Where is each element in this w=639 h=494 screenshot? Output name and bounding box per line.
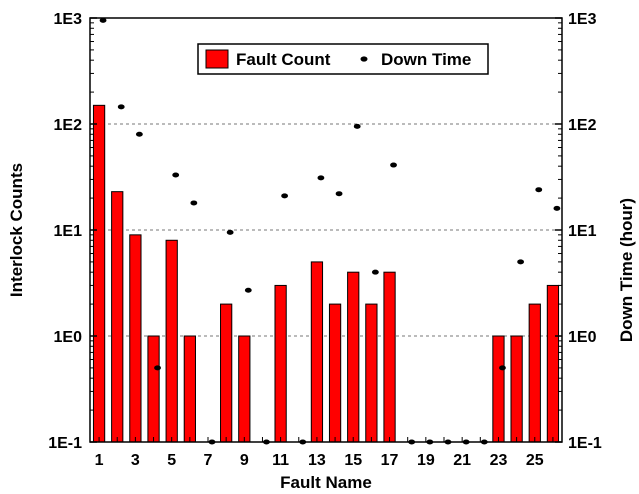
fault-count-bar bbox=[492, 335, 505, 443]
down-time-point bbox=[172, 172, 180, 178]
y2-tick-label: 1E0 bbox=[568, 329, 597, 346]
y2-axis-title: Down Time (hour) bbox=[617, 198, 636, 342]
y2-tick-label: 1E-1 bbox=[568, 435, 602, 452]
x-tick-label: 21 bbox=[453, 452, 471, 469]
fault-count-bar bbox=[365, 303, 378, 443]
fault-count-bar bbox=[165, 239, 178, 443]
legend-box bbox=[197, 43, 489, 75]
fault-count-bar bbox=[328, 303, 342, 443]
down-time-point bbox=[371, 269, 379, 275]
down-time-point bbox=[117, 104, 125, 110]
fault-count-bar bbox=[129, 234, 142, 443]
legend-marker-down-time bbox=[360, 56, 368, 62]
legend-label-fault-count: Fault Count bbox=[236, 50, 331, 69]
down-time-point bbox=[135, 131, 143, 137]
down-time-point bbox=[335, 191, 343, 197]
y-tick-label: 1E3 bbox=[54, 11, 83, 28]
x-tick-label: 13 bbox=[308, 452, 326, 469]
x-tick-label: 11 bbox=[272, 452, 289, 469]
fault-count-bar bbox=[183, 335, 196, 443]
down-time-points bbox=[99, 17, 561, 445]
down-time-point bbox=[154, 365, 161, 371]
fault-count-bar bbox=[383, 271, 396, 443]
y-tick-label: 1E2 bbox=[54, 117, 83, 134]
fault-count-bars bbox=[92, 104, 560, 443]
y-tick-label: 1E1 bbox=[54, 223, 83, 240]
legend-swatch-fault-count bbox=[205, 49, 229, 69]
down-time-point bbox=[517, 259, 525, 265]
down-time-point bbox=[190, 200, 198, 206]
x-tick-label: 1 bbox=[95, 452, 104, 469]
fault-count-bar bbox=[510, 335, 523, 443]
fault-count-bar bbox=[546, 284, 560, 443]
legend-label-down-time: Down Time bbox=[381, 50, 471, 69]
down-time-point bbox=[244, 287, 252, 293]
y2-tick-label: 1E1 bbox=[568, 223, 597, 240]
down-time-point bbox=[553, 205, 561, 211]
grid-lines bbox=[90, 123, 562, 337]
x-tick-label: 3 bbox=[131, 452, 140, 469]
y2-tick-label: 1E2 bbox=[568, 117, 597, 134]
x-tick-label: 15 bbox=[344, 452, 362, 469]
fault-count-bar bbox=[528, 303, 541, 443]
x-tick-label: 25 bbox=[526, 452, 544, 469]
fault-count-bar bbox=[220, 303, 233, 443]
y-axis-title: Interlock Counts bbox=[7, 163, 26, 297]
down-time-point bbox=[99, 17, 107, 23]
fault-count-bar bbox=[310, 261, 324, 443]
x-axis-title: Fault Name bbox=[280, 473, 372, 492]
down-time-point bbox=[353, 123, 361, 129]
down-time-point bbox=[226, 229, 234, 235]
fault-count-bar bbox=[274, 284, 287, 443]
y-tick-label: 1E0 bbox=[54, 329, 83, 346]
fault-count-bar bbox=[92, 104, 106, 443]
down-time-point bbox=[317, 175, 325, 181]
fault-count-bar bbox=[147, 335, 160, 443]
fault-count-bar bbox=[111, 191, 124, 443]
down-time-point bbox=[390, 162, 397, 168]
fault-count-bar bbox=[238, 335, 251, 443]
down-time-point bbox=[535, 187, 543, 193]
legend: Fault Count Down Time bbox=[197, 43, 489, 75]
down-time-point bbox=[281, 193, 289, 199]
y-tick-label: 1E-1 bbox=[48, 435, 82, 452]
x-tick-label: 5 bbox=[167, 452, 176, 469]
x-tick-label: 23 bbox=[490, 452, 508, 469]
down-time-point bbox=[499, 365, 506, 371]
y2-tick-label: 1E3 bbox=[568, 11, 597, 28]
x-tick-label: 7 bbox=[204, 452, 213, 469]
fault-count-bar bbox=[347, 271, 360, 443]
x-tick-label: 17 bbox=[381, 452, 399, 469]
x-tick-label: 19 bbox=[417, 452, 435, 469]
x-tick-label: 9 bbox=[240, 452, 249, 469]
